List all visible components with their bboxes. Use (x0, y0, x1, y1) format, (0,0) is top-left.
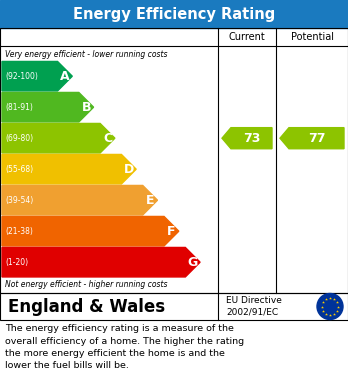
Bar (0, 28, 348, 293)
Polygon shape (2, 92, 94, 122)
Text: The energy efficiency rating is a measure of the
overall efficiency of a home. T: The energy efficiency rating is a measur… (5, 324, 244, 371)
Text: D: D (124, 163, 134, 176)
Text: 73: 73 (243, 132, 260, 145)
Text: Energy Efficiency Rating: Energy Efficiency Rating (73, 7, 275, 22)
Text: Current: Current (229, 32, 266, 42)
Polygon shape (2, 185, 158, 215)
Text: B: B (81, 101, 91, 114)
Bar (0, 0, 348, 28)
Text: Very energy efficient - lower running costs: Very energy efficient - lower running co… (5, 50, 167, 59)
Text: F: F (167, 225, 176, 238)
Text: C: C (103, 132, 112, 145)
Text: 77: 77 (308, 132, 325, 145)
Text: (21-38): (21-38) (5, 227, 33, 236)
Bar (0, 293, 348, 320)
Text: Not energy efficient - higher running costs: Not energy efficient - higher running co… (5, 280, 167, 289)
Text: EU Directive
2002/91/EC: EU Directive 2002/91/EC (226, 296, 282, 317)
Text: (55-68): (55-68) (5, 165, 33, 174)
Polygon shape (2, 248, 200, 277)
Text: (69-80): (69-80) (5, 134, 33, 143)
Polygon shape (2, 124, 115, 153)
Text: (92-100): (92-100) (5, 72, 38, 81)
Text: A: A (60, 70, 70, 83)
Text: (1-20): (1-20) (5, 258, 28, 267)
Text: (39-54): (39-54) (5, 196, 33, 205)
Circle shape (317, 294, 343, 319)
Bar (0, 293, 348, 320)
Polygon shape (2, 61, 72, 91)
Text: Potential: Potential (291, 32, 333, 42)
Text: England & Wales: England & Wales (8, 298, 165, 316)
Bar (0, 28, 348, 293)
Text: (81-91): (81-91) (5, 103, 33, 112)
Polygon shape (222, 127, 272, 149)
Polygon shape (2, 217, 179, 246)
Polygon shape (280, 127, 344, 149)
Text: E: E (146, 194, 155, 207)
Text: G: G (188, 256, 198, 269)
Polygon shape (2, 154, 136, 184)
